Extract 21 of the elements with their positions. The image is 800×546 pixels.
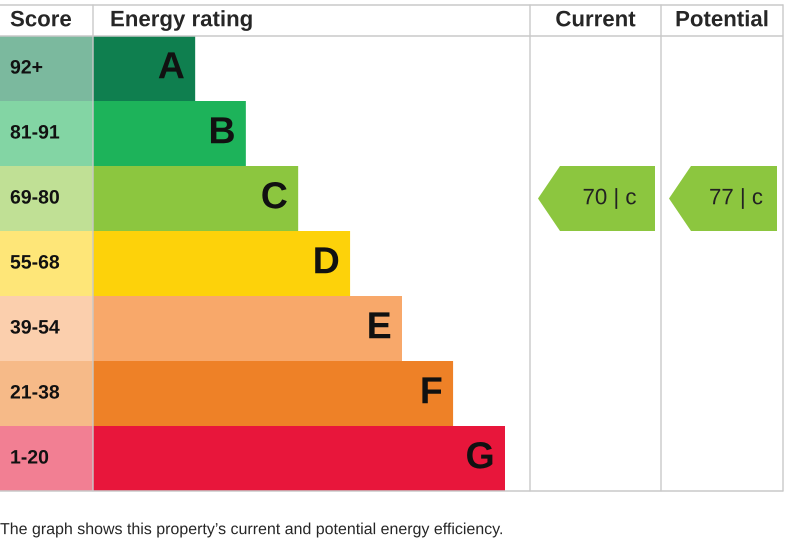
y-tick-label: A bbox=[158, 52, 184, 78]
text: 69-80 bbox=[10, 190, 59, 204]
text: The graph shows this property’s current and potential energy efficiency. bbox=[0, 522, 502, 538]
text: 55-68 bbox=[10, 254, 60, 269]
text: 92+ bbox=[10, 60, 42, 74]
text: Score bbox=[10, 10, 72, 26]
text: 1-20 bbox=[11, 450, 48, 464]
y-tick-label: B bbox=[210, 117, 234, 144]
annotation: Energy rating bbox=[111, 10, 252, 31]
text: 21-38 bbox=[10, 384, 60, 399]
text: Current bbox=[556, 10, 636, 26]
y-tick-label: C bbox=[262, 182, 287, 209]
text: Potential bbox=[676, 10, 768, 26]
y-tick-label: D bbox=[315, 247, 338, 274]
text: 39-54 bbox=[10, 320, 60, 334]
text: 70 | c bbox=[584, 188, 636, 209]
y-tick-label: F bbox=[422, 377, 442, 404]
text: 77 | c bbox=[710, 188, 762, 209]
y-tick-label: E bbox=[369, 312, 390, 338]
text: 81-91 bbox=[10, 124, 60, 139]
y-tick-label: G bbox=[467, 442, 492, 469]
